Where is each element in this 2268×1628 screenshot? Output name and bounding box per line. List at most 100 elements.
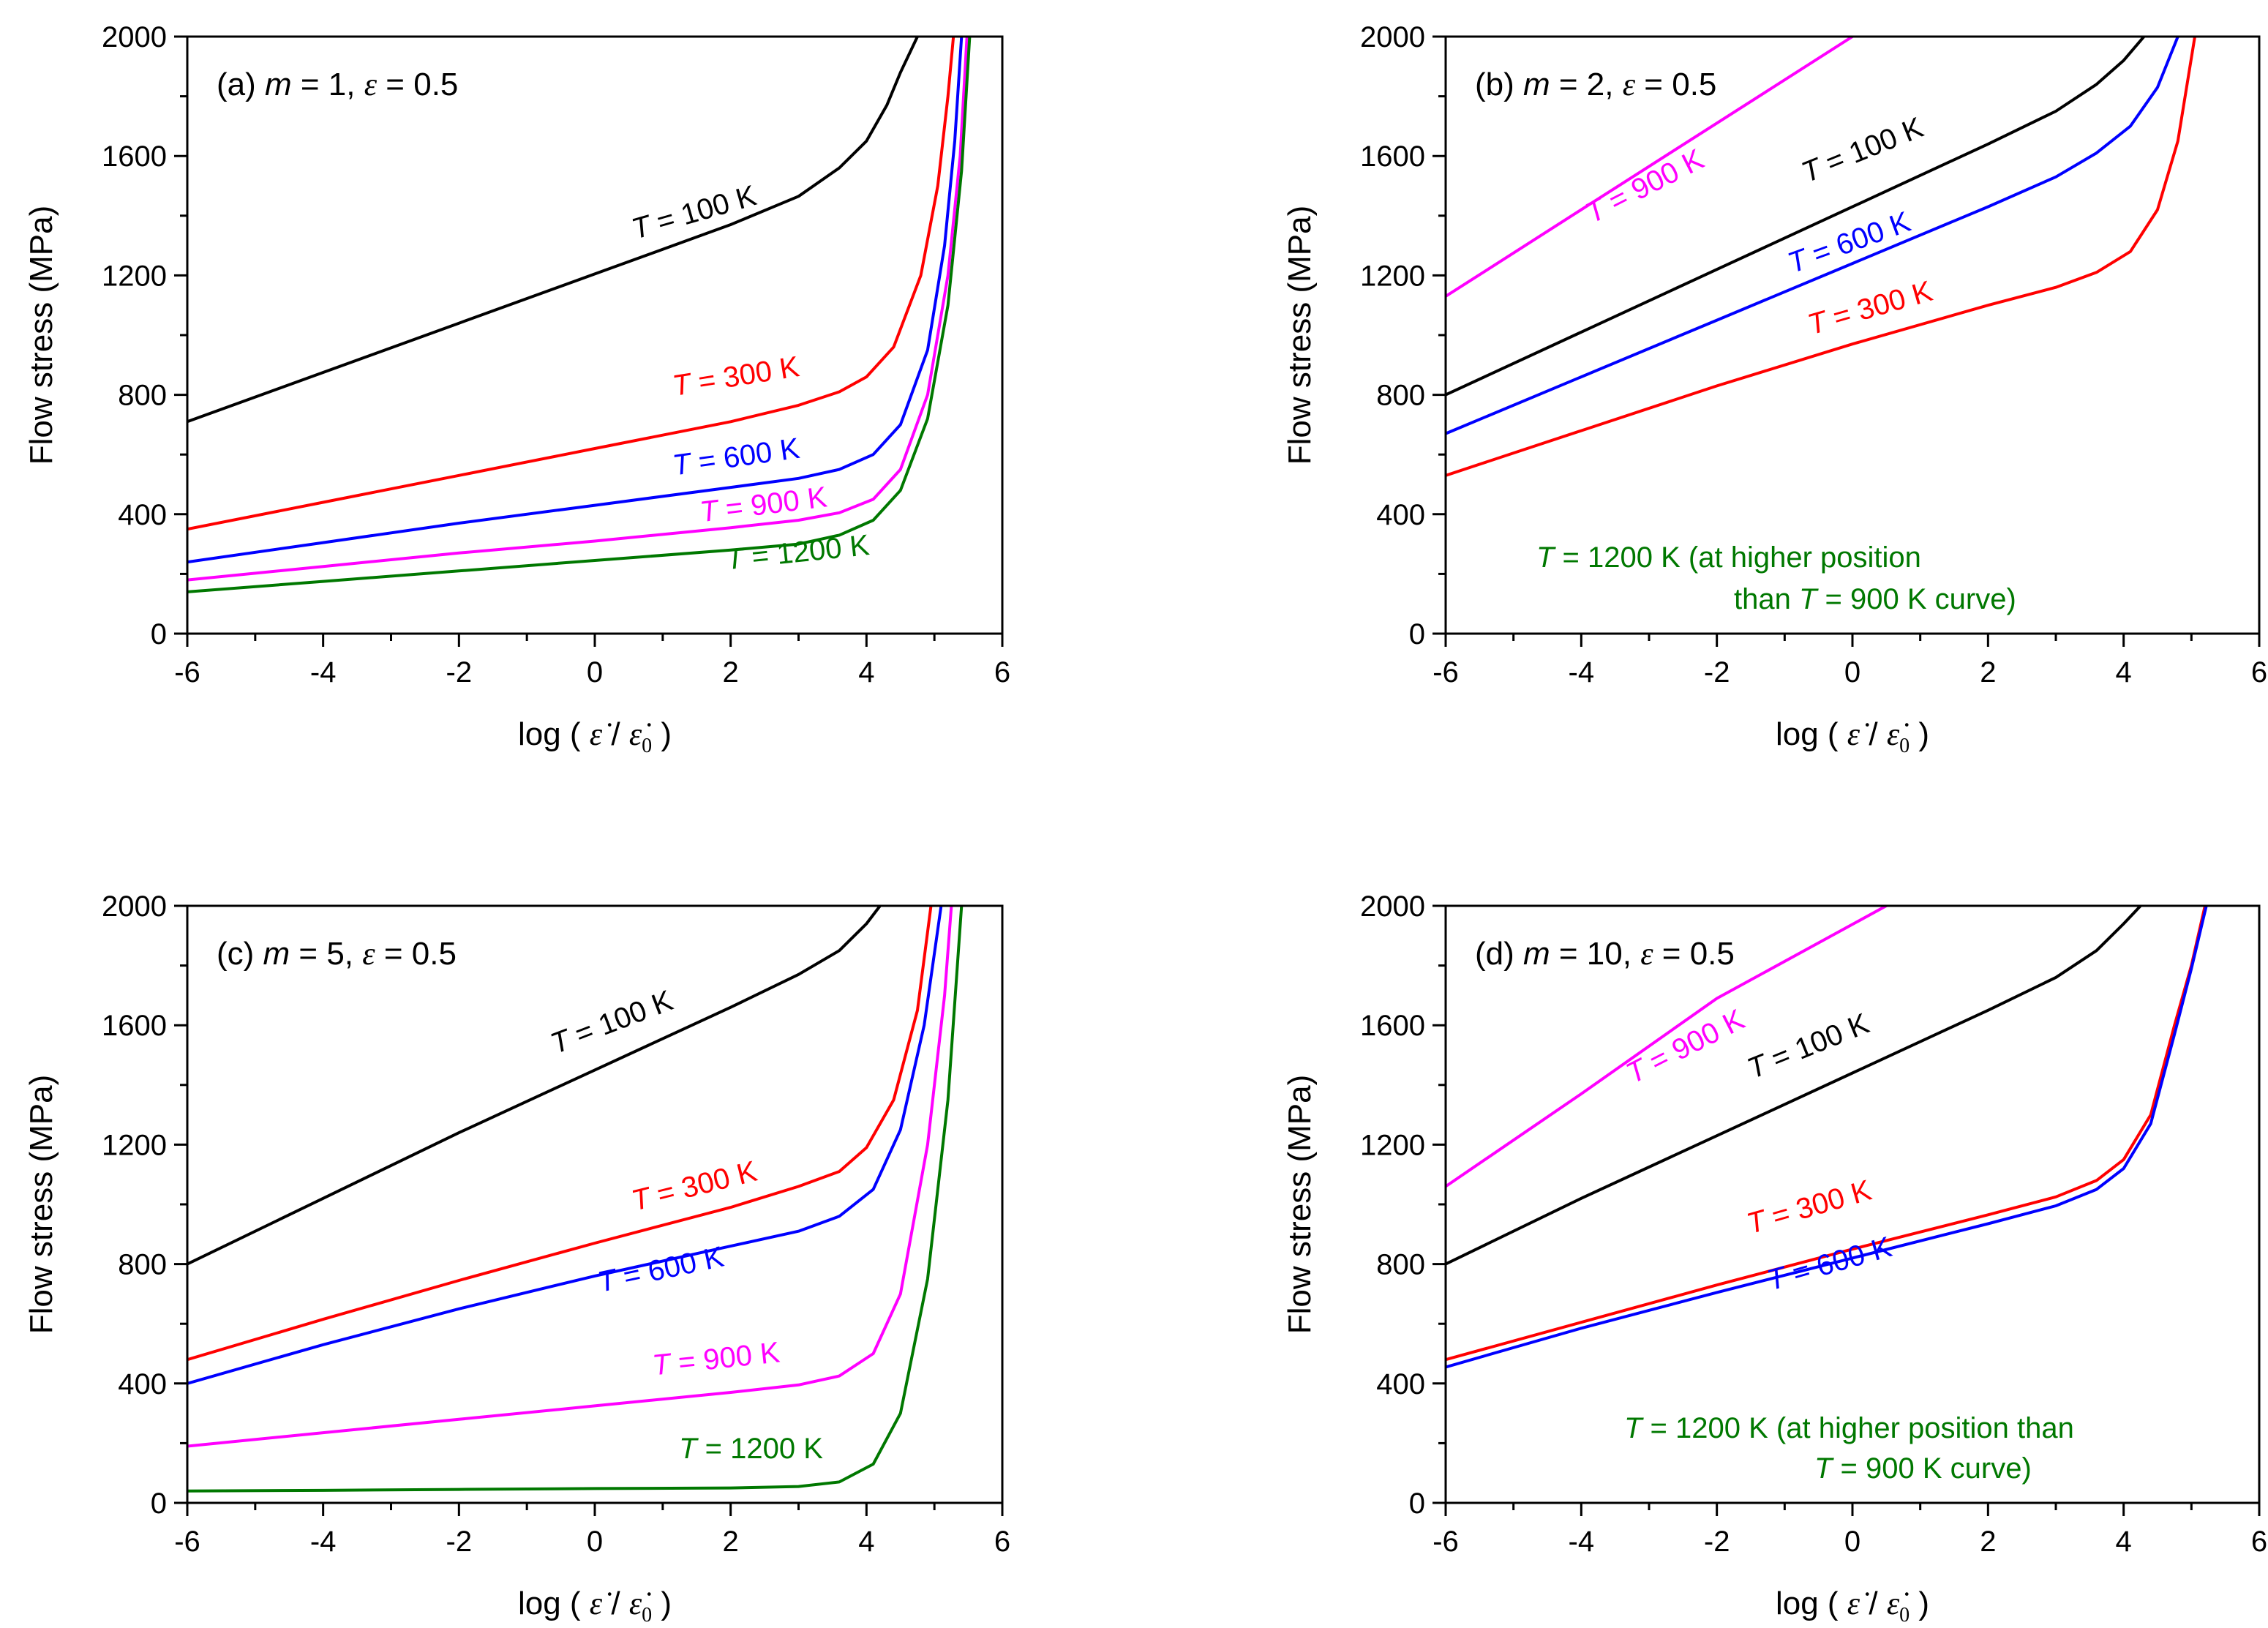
- y-axis-label: Flow stress (MPa): [1282, 206, 1318, 465]
- curve-label: T = 600 K: [1784, 206, 1915, 280]
- x-tick-label: 0: [587, 656, 603, 689]
- panel-d: -6 -4 -2 0 2 4 6 0 400 800 1200 1600 2000 Flow stress…: [1282, 890, 2267, 1627]
- y-tick-label: 1600: [102, 1010, 167, 1042]
- x-tick-label: 2: [723, 656, 739, 689]
- x-tick-label: -2: [446, 1526, 473, 1558]
- x-tick-label: 6: [2251, 656, 2267, 689]
- y-tick-label: 1200: [1360, 1129, 1425, 1161]
- series-line-t-100-k: [1446, 906, 2142, 1266]
- x-tick-label: 2: [1980, 1526, 1996, 1558]
- y-axis-label: Flow stress (MPa): [23, 1075, 59, 1334]
- x-tick-label: -2: [1704, 1526, 1730, 1558]
- y-tick-label: 1200: [102, 260, 167, 292]
- annotation-line-2: T = 900 K curve): [1814, 1452, 2032, 1485]
- x-tick-label: 2: [1980, 656, 1996, 689]
- x-tick-label: -6: [174, 1526, 200, 1558]
- y-tick-label: 2000: [1360, 890, 1425, 923]
- annotation-line-1: T = 1200 K (at higher position: [1536, 541, 1921, 574]
- series-line-t-300-k: [1446, 37, 2196, 477]
- series-line-t-300-k: [1446, 906, 2207, 1362]
- x-tick-label: -4: [310, 1526, 337, 1558]
- curve-label: T = 1200 K: [724, 529, 871, 576]
- y-tick-label: 0: [151, 1488, 167, 1520]
- y-tick-label: 1200: [102, 1129, 167, 1161]
- curve-label: T = 300 K: [670, 350, 802, 402]
- curve-label: T = 900 K: [1621, 1003, 1750, 1090]
- y-tick-label: 800: [1376, 380, 1425, 412]
- x-tick-label: -6: [174, 656, 200, 689]
- curve-label: T = 100 K: [547, 984, 677, 1060]
- x-axis-label: log ( ε̇ / ε̇0 ): [518, 716, 672, 757]
- y-tick-label: 1600: [1360, 140, 1425, 173]
- series-line-t-900-k: [1446, 37, 1854, 298]
- y-tick-label: 2000: [1360, 21, 1425, 53]
- y-tick-label: 800: [1376, 1249, 1425, 1281]
- curve-label: T = 600 K: [1764, 1231, 1896, 1297]
- y-tick-label: 800: [118, 380, 167, 412]
- y-tick-label: 1600: [102, 140, 167, 173]
- series-line-t-300-k: [187, 906, 933, 1362]
- y-axis-label: Flow stress (MPa): [23, 206, 59, 465]
- series-line-t-100-k: [187, 37, 919, 424]
- x-tick-label: 4: [2116, 656, 2132, 689]
- x-tick-label: -2: [446, 656, 473, 689]
- y-tick-label: 400: [118, 499, 167, 531]
- x-tick-label: 2: [723, 1526, 739, 1558]
- series-line-t-900-k: [187, 906, 953, 1448]
- x-tick-label: 4: [858, 1526, 874, 1558]
- series-line-t-900-k: [1446, 906, 1888, 1188]
- y-tick-label: 0: [1409, 1488, 1425, 1520]
- y-tick-label: 1200: [1360, 260, 1425, 292]
- curve-label: T = 100 K: [628, 179, 760, 245]
- y-tick-label: 1600: [1360, 1010, 1425, 1042]
- x-tick-label: 4: [2116, 1526, 2132, 1558]
- y-tick-label: 400: [1376, 499, 1425, 531]
- curve-label: T = 600 K: [595, 1241, 726, 1299]
- x-tick-label: 6: [994, 656, 1010, 689]
- series-line-t-1200-k: [187, 37, 972, 593]
- y-tick-label: 2000: [102, 21, 167, 53]
- x-tick-label: 0: [1844, 656, 1860, 689]
- curve-label: T = 900 K: [1580, 143, 1709, 230]
- x-tick-label: -4: [1569, 1526, 1595, 1558]
- series-line-t-600-k: [187, 906, 943, 1385]
- x-axis-label: log ( ε̇ / ε̇0 ): [1776, 1586, 1929, 1627]
- x-tick-label: -6: [1432, 656, 1459, 689]
- series-line-t-600-k: [187, 37, 964, 564]
- series-line-t-100-k: [187, 906, 882, 1266]
- y-axis-label: Flow stress (MPa): [1282, 1075, 1318, 1334]
- curve-label: T = 600 K: [671, 432, 802, 482]
- curve-label: T = 100 K: [1797, 111, 1928, 189]
- y-tick-label: 400: [118, 1368, 167, 1400]
- series-line-t-100-k: [1446, 37, 2146, 397]
- curve-label: T = 1200 K: [679, 1433, 823, 1465]
- series-line-t-600-k: [1446, 906, 2208, 1369]
- x-tick-label: -2: [1704, 656, 1730, 689]
- annotation-line-1: T = 1200 K (at higher position than: [1624, 1412, 2074, 1444]
- curve-label: T = 300 K: [1804, 275, 1936, 341]
- curve-label: T = 300 K: [1743, 1174, 1875, 1240]
- x-tick-label: 0: [1844, 1526, 1860, 1558]
- y-tick-label: 800: [118, 1249, 167, 1281]
- annotation-line-2: than T = 900 K curve): [1734, 583, 2016, 615]
- panel-title: (a) m = 1, ε = 0.5: [217, 67, 458, 102]
- panel-b: -6 -4 -2 0 2 4 6 0 400 800 1200 1600 2000 Flow stress…: [1282, 21, 2267, 757]
- panel-a: -6 -4 -2 0 2 4 6 0 400 800 1200 1600 2000 Flow stress…: [23, 21, 1010, 757]
- series-line-t-300-k: [187, 37, 955, 531]
- panel-c: -6 -4 -2 0 2 4 6 0 400 800 1200 1600 2000 Flow stress…: [23, 890, 1010, 1627]
- x-tick-label: 4: [858, 656, 874, 689]
- curve-label: T = 900 K: [651, 1336, 782, 1381]
- x-tick-label: 6: [994, 1526, 1010, 1558]
- series-line-t-1200-k: [187, 906, 964, 1493]
- x-tick-label: 0: [587, 1526, 603, 1558]
- x-axis-label: log ( ε̇ / ε̇0 ): [518, 1586, 672, 1627]
- curve-label: T = 300 K: [628, 1155, 760, 1218]
- y-tick-label: 0: [1409, 618, 1425, 650]
- y-tick-label: 0: [151, 618, 167, 650]
- x-tick-label: 6: [2251, 1526, 2267, 1558]
- y-tick-label: 400: [1376, 1368, 1425, 1400]
- panel-title: (d) m = 10, ε = 0.5: [1475, 936, 1735, 972]
- x-tick-label: -4: [310, 656, 337, 689]
- series-line-t-900-k: [187, 37, 969, 582]
